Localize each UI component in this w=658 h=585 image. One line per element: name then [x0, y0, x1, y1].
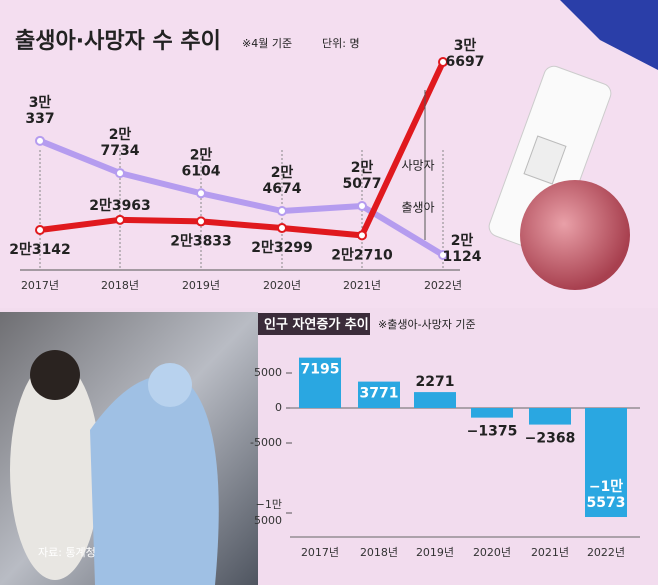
bar — [414, 392, 456, 408]
data-label: 2만3833 — [170, 233, 232, 249]
x-tick-label: 2018년 — [360, 546, 398, 559]
bar — [471, 408, 513, 418]
data-label: 2만 4674 — [263, 165, 302, 197]
series-line — [39, 60, 446, 239]
point — [196, 188, 206, 199]
y-tick-label: 5000 — [254, 366, 282, 379]
x-tick-label: 2022년 — [424, 279, 462, 292]
x-tick-label: 2019년 — [416, 546, 454, 559]
data-label: −1375 — [467, 424, 518, 440]
data-label: 2만3142 — [9, 242, 71, 258]
point — [115, 168, 125, 179]
note: ※출생아-사망자 기준 — [378, 318, 476, 331]
data-label: 7195 — [301, 362, 340, 378]
bar — [358, 381, 400, 408]
y-tick-label: 0 — [275, 401, 282, 414]
series-label: 출생아 — [401, 201, 434, 215]
chart-title: 인구 자연증가 추이 — [264, 317, 369, 333]
point — [277, 223, 287, 234]
source: 자료: 통계청 — [38, 546, 96, 559]
bar — [299, 357, 341, 408]
point — [196, 216, 206, 227]
y-tick-label: −1만 5000 — [254, 498, 282, 527]
title-box — [258, 313, 370, 335]
data-label: 2만3963 — [89, 198, 151, 214]
data-label: 3771 — [360, 386, 399, 402]
point — [277, 206, 287, 217]
point — [438, 57, 448, 67]
bar — [529, 408, 571, 425]
data-label: 2만2710 — [331, 247, 393, 263]
x-tick-label: 2020년 — [473, 546, 511, 559]
data-label: 2만3299 — [251, 240, 313, 256]
point — [35, 135, 45, 146]
point — [357, 230, 367, 241]
data-label: −1만 5573 — [587, 479, 626, 511]
series-line — [38, 138, 445, 258]
x-tick-label: 2017년 — [301, 546, 339, 559]
x-tick-label: 2019년 — [182, 279, 220, 292]
x-tick-label: 2021년 — [343, 279, 381, 292]
data-label: 3만 337 — [25, 95, 54, 127]
x-tick-label: 2022년 — [587, 546, 625, 559]
data-label: 2만 6104 — [182, 147, 221, 179]
point — [438, 250, 448, 260]
data-label: 2만 5077 — [343, 160, 382, 192]
data-label: 2만 1124 — [443, 233, 482, 265]
series-label: 사망자 — [401, 159, 434, 173]
point — [115, 214, 125, 225]
x-tick-label: 2017년 — [21, 279, 59, 292]
data-label: 2만 7734 — [101, 127, 140, 159]
data-label: 2271 — [416, 374, 455, 390]
y-tick-label: -5000 — [250, 436, 282, 449]
point — [35, 224, 45, 235]
x-tick-label: 2020년 — [263, 279, 301, 292]
chart-title: 출생아·사망자 수 추이 — [15, 29, 221, 54]
x-tick-label: 2018년 — [101, 279, 139, 292]
data-label: −2368 — [525, 431, 576, 447]
bar — [585, 408, 627, 518]
unit: 단위: 명 — [322, 37, 360, 50]
data-label: 3만 6697 — [446, 38, 485, 70]
note: ※4월 기준 — [242, 37, 292, 50]
x-tick-label: 2021년 — [531, 546, 569, 559]
photo — [0, 312, 258, 585]
point — [357, 201, 367, 212]
